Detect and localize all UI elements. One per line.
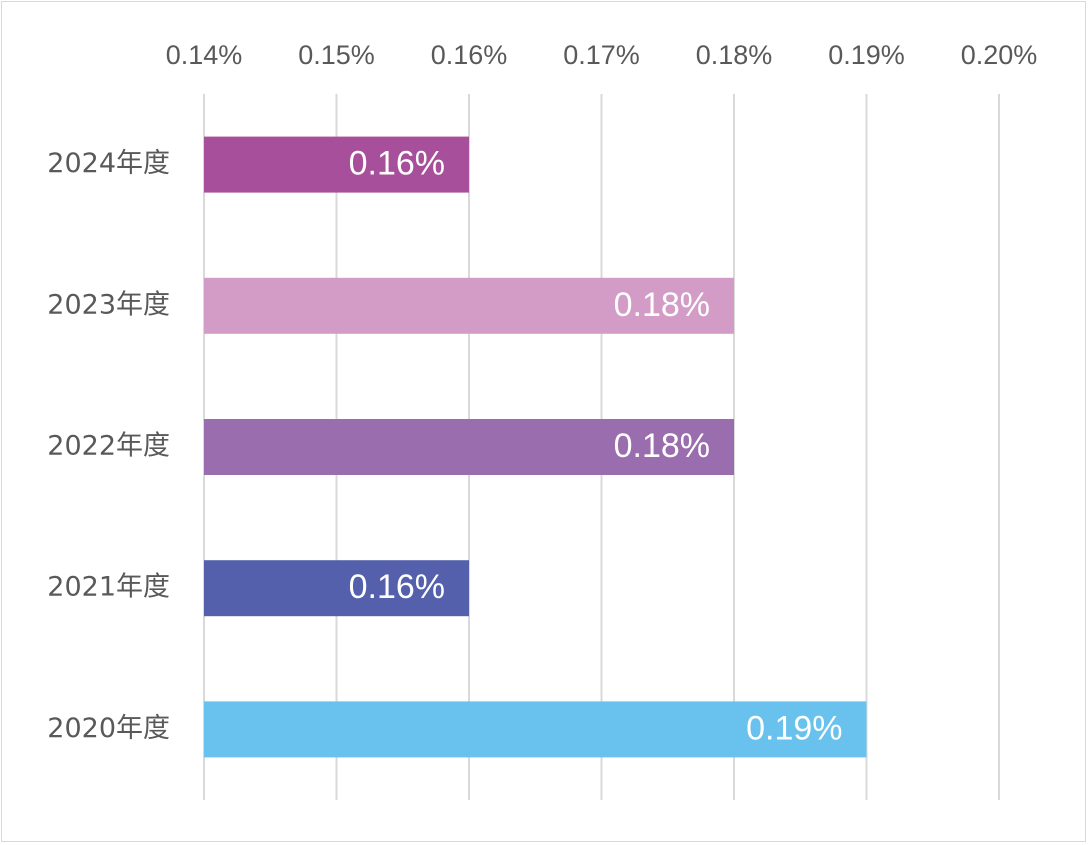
bar: [204, 136, 469, 193]
category-label: 2021年度: [47, 572, 170, 603]
data-label: 0.16%: [349, 145, 445, 183]
x-tick-label: 0.16%: [431, 40, 508, 70]
data-label: 0.18%: [614, 286, 710, 324]
category-label: 2024年度: [47, 148, 170, 179]
bar: [204, 701, 867, 758]
category-label: 2023年度: [47, 289, 170, 320]
bars: [204, 136, 867, 758]
x-tick-label: 0.19%: [828, 40, 905, 70]
x-tick-label: 0.20%: [961, 40, 1038, 70]
data-label: 0.16%: [349, 568, 445, 606]
data-label: 0.19%: [746, 709, 842, 747]
bar: [204, 560, 469, 617]
x-tick-label: 0.17%: [563, 40, 640, 70]
bar: [204, 419, 734, 475]
x-axis-tick-labels: 0.14% 0.15% 0.16% 0.17% 0.18% 0.19% 0.20%: [166, 40, 1038, 70]
x-tick-label: 0.15%: [298, 40, 375, 70]
x-tick-label: 0.18%: [696, 40, 773, 70]
bar: [204, 277, 734, 334]
category-label: 2022年度: [47, 431, 170, 462]
data-label: 0.18%: [614, 427, 710, 465]
x-tick-label: 0.14%: [166, 40, 243, 70]
data-labels: 0.16% 0.18% 0.18% 0.16% 0.19%: [349, 145, 843, 748]
category-label: 2020年度: [47, 713, 170, 744]
category-labels: 2024年度 2023年度 2022年度 2021年度 2020年度: [47, 148, 170, 744]
